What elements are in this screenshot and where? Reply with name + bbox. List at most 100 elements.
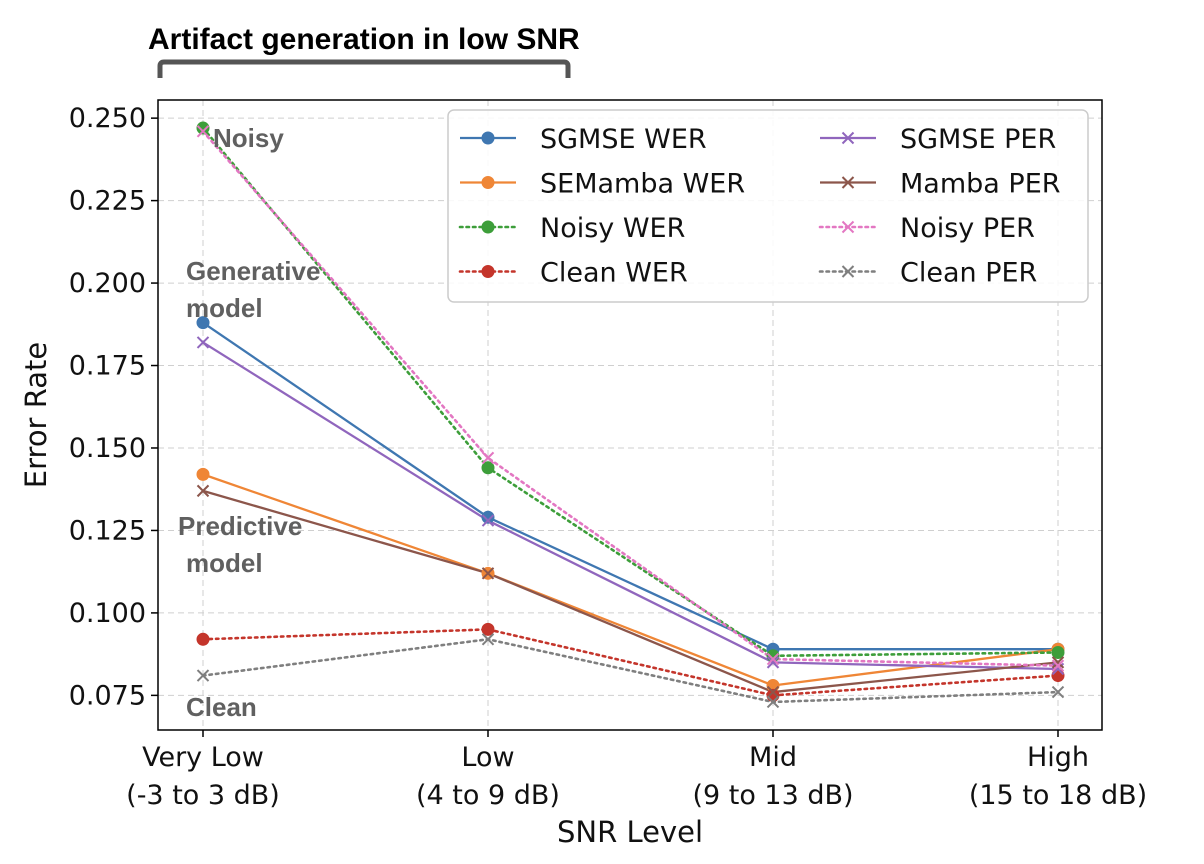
y-tick-label: 0.250 bbox=[69, 103, 146, 134]
series-markers bbox=[196, 121, 1065, 709]
legend-marker-clean-wer bbox=[481, 265, 495, 278]
point-sgmse-per-stroke bbox=[481, 514, 495, 527]
point-clean-per-stroke bbox=[766, 695, 780, 709]
point-noisy-wer bbox=[1051, 645, 1065, 659]
y-tick-label: 0.125 bbox=[69, 515, 146, 546]
point-mamba-per-stroke bbox=[196, 484, 210, 498]
legend-marker-noisy-per-stroke bbox=[841, 220, 855, 234]
point-sgmse-per-stroke bbox=[766, 656, 780, 669]
point-noisy-wer bbox=[481, 461, 495, 475]
point-mamba-per-stroke bbox=[481, 567, 495, 580]
line-semamba-wer bbox=[202, 473, 1059, 687]
point-sgmse-per bbox=[766, 656, 780, 669]
legend-marker-sgmse-per-stroke bbox=[841, 131, 855, 145]
legend-label-semamba-wer: SEMamba WER bbox=[540, 169, 745, 200]
point-mamba-per bbox=[196, 484, 210, 498]
y-tick-label: 0.225 bbox=[69, 186, 146, 217]
line-clean-per bbox=[201, 637, 1060, 704]
point-clean-wer bbox=[1051, 669, 1065, 683]
annotation-noisy: Noisy bbox=[213, 123, 284, 153]
annotation-predictive-2: model bbox=[186, 548, 263, 578]
y-tick-label: 0.100 bbox=[69, 598, 146, 629]
point-clean-per bbox=[196, 669, 210, 682]
x-axis-ticks: Very Low (-3 to 3 dB) Low (4 to 9 dB) Mid (9 … bbox=[126, 730, 1147, 811]
point-clean-wer bbox=[196, 632, 210, 646]
point-noisy-per bbox=[1051, 659, 1065, 672]
point-clean-per-stroke bbox=[196, 669, 210, 682]
bracket-title: Artifact generation in low SNR bbox=[148, 23, 580, 56]
line-noisy-wer bbox=[201, 126, 1060, 658]
plot-frame bbox=[157, 99, 1103, 731]
annotation-predictive-1: Predictive bbox=[178, 511, 302, 541]
point-noisy-wer bbox=[196, 121, 210, 135]
legend-box bbox=[447, 109, 1089, 303]
x-tick-label: Mid bbox=[749, 742, 797, 773]
point-mamba-per bbox=[481, 567, 495, 580]
y-tick-label: 0.075 bbox=[69, 680, 146, 711]
point-sgmse-per bbox=[196, 336, 210, 349]
x-axis-label: SNR Level bbox=[557, 815, 703, 849]
y-tick-label: 0.200 bbox=[69, 268, 146, 299]
line-mamba-per bbox=[202, 489, 1059, 694]
legend-marker-mamba-per bbox=[841, 176, 855, 189]
legend-label-noisy-wer: Noisy WER bbox=[540, 213, 685, 244]
legend-marker-sgmse-per bbox=[841, 131, 855, 145]
legend-label-sgmse-per: SGMSE PER bbox=[900, 124, 1056, 155]
x-tick-sublabel: (-3 to 3 dB) bbox=[126, 780, 280, 811]
point-mamba-per bbox=[1051, 656, 1065, 669]
point-sgmse-per bbox=[481, 514, 495, 527]
legend-label-clean-per: Clean PER bbox=[900, 258, 1037, 289]
legend-marker-noisy-per bbox=[841, 220, 855, 234]
legend-marker-clean-per bbox=[841, 265, 855, 278]
point-clean-per bbox=[766, 695, 780, 709]
line-sgmse-per bbox=[202, 341, 1059, 671]
point-clean-wer bbox=[481, 622, 495, 636]
point-noisy-per bbox=[481, 451, 495, 465]
line-noisy-per bbox=[201, 130, 1060, 667]
x-tick-sublabel: (15 to 18 dB) bbox=[969, 780, 1147, 811]
point-noisy-per-stroke bbox=[196, 125, 210, 138]
legend-label-noisy-per: Noisy PER bbox=[900, 213, 1035, 244]
point-noisy-per-stroke bbox=[1051, 659, 1065, 672]
point-noisy-per-stroke bbox=[766, 652, 780, 666]
legend-marker-clean-per-stroke bbox=[841, 265, 855, 278]
point-noisy-per-stroke bbox=[481, 451, 495, 465]
legend-marker-semamba-wer bbox=[481, 176, 495, 189]
annotation-generative-2: model bbox=[186, 293, 263, 323]
line-clean-wer bbox=[201, 628, 1060, 697]
legend-label-clean-wer: Clean WER bbox=[540, 258, 688, 289]
point-mamba-per-stroke bbox=[1051, 656, 1065, 669]
x-tick-label: High bbox=[1027, 742, 1089, 773]
point-clean-per bbox=[481, 633, 495, 646]
point-clean-per bbox=[1051, 685, 1065, 699]
point-noisy-per bbox=[196, 125, 210, 138]
legend: SGMSE WER SEMamba WER Noisy WER Clean WER SG… bbox=[447, 109, 1089, 303]
x-tick-sublabel: (9 to 13 dB) bbox=[692, 780, 853, 811]
y-tick-label: 0.175 bbox=[69, 351, 146, 382]
point-clean-per-stroke bbox=[1051, 685, 1065, 699]
point-mamba-per bbox=[766, 685, 780, 699]
annotation-clean: Clean bbox=[186, 692, 257, 722]
x-tick-label: Low bbox=[461, 742, 514, 773]
point-sgmse-wer bbox=[481, 510, 495, 524]
x-tick-label: Very Low bbox=[142, 742, 264, 773]
y-axis-ticks: 0.075 0.100 0.125 0.150 0.175 0.200 0.225 0.250 bbox=[69, 103, 158, 711]
annotation-generative-1: Generative bbox=[186, 256, 320, 286]
point-clean-per-stroke bbox=[481, 633, 495, 646]
bracket-line bbox=[157, 59, 571, 78]
y-axis-label: Error Rate bbox=[19, 342, 53, 488]
x-tick-sublabel: (4 to 9 dB) bbox=[416, 780, 560, 811]
point-noisy-per bbox=[766, 652, 780, 666]
point-mamba-per-stroke bbox=[766, 685, 780, 699]
series-lines bbox=[201, 126, 1060, 704]
point-sgmse-per-stroke bbox=[196, 336, 210, 349]
legend-label-sgmse-wer: SGMSE WER bbox=[540, 124, 707, 155]
legend-marker-noisy-wer bbox=[481, 220, 495, 234]
point-semamba-wer bbox=[196, 467, 210, 481]
legend-label-mamba-per: Mamba PER bbox=[900, 169, 1061, 200]
point-sgmse-wer bbox=[196, 316, 210, 330]
legend-marker-sgmse-wer bbox=[481, 131, 495, 145]
y-tick-label: 0.150 bbox=[69, 433, 146, 464]
line-sgmse-wer bbox=[202, 321, 1058, 651]
